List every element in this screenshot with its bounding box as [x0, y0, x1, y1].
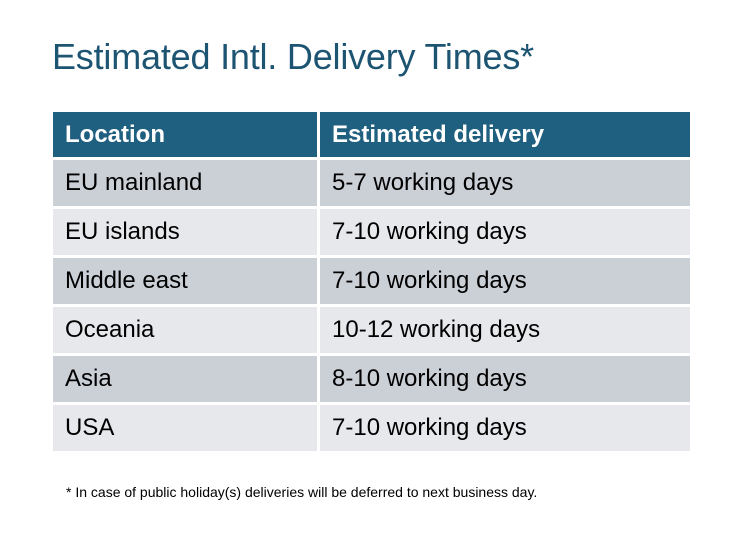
delivery-cell: 5-7 working days — [320, 160, 690, 209]
table-row: Asia 8-10 working days — [53, 356, 690, 405]
delivery-cell: 10-12 working days — [320, 307, 690, 356]
location-cell: Oceania — [53, 307, 320, 356]
column-header-estimated-delivery: Estimated delivery — [320, 112, 690, 160]
location-cell: USA — [53, 405, 320, 454]
delivery-cell: 7-10 working days — [320, 258, 690, 307]
location-cell: EU islands — [53, 209, 320, 258]
delivery-cell: 7-10 working days — [320, 405, 690, 454]
location-cell: EU mainland — [53, 160, 320, 209]
page-title: Estimated Intl. Delivery Times* — [52, 36, 534, 77]
location-cell: Asia — [53, 356, 320, 405]
table-row: EU islands 7-10 working days — [53, 209, 690, 258]
table-header-row: Location Estimated delivery — [53, 112, 690, 160]
footnote: * In case of public holiday(s) deliverie… — [66, 484, 538, 500]
delivery-cell: 8-10 working days — [320, 356, 690, 405]
column-header-location: Location — [53, 112, 320, 160]
table-row: Middle east 7-10 working days — [53, 258, 690, 307]
location-cell: Middle east — [53, 258, 320, 307]
delivery-table: Location Estimated delivery EU mainland … — [53, 112, 690, 454]
table-row: Oceania 10-12 working days — [53, 307, 690, 356]
table-row: USA 7-10 working days — [53, 405, 690, 454]
table-row: EU mainland 5-7 working days — [53, 160, 690, 209]
delivery-cell: 7-10 working days — [320, 209, 690, 258]
